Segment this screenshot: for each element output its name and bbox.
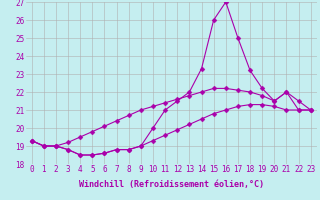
X-axis label: Windchill (Refroidissement éolien,°C): Windchill (Refroidissement éolien,°C) <box>79 180 264 189</box>
